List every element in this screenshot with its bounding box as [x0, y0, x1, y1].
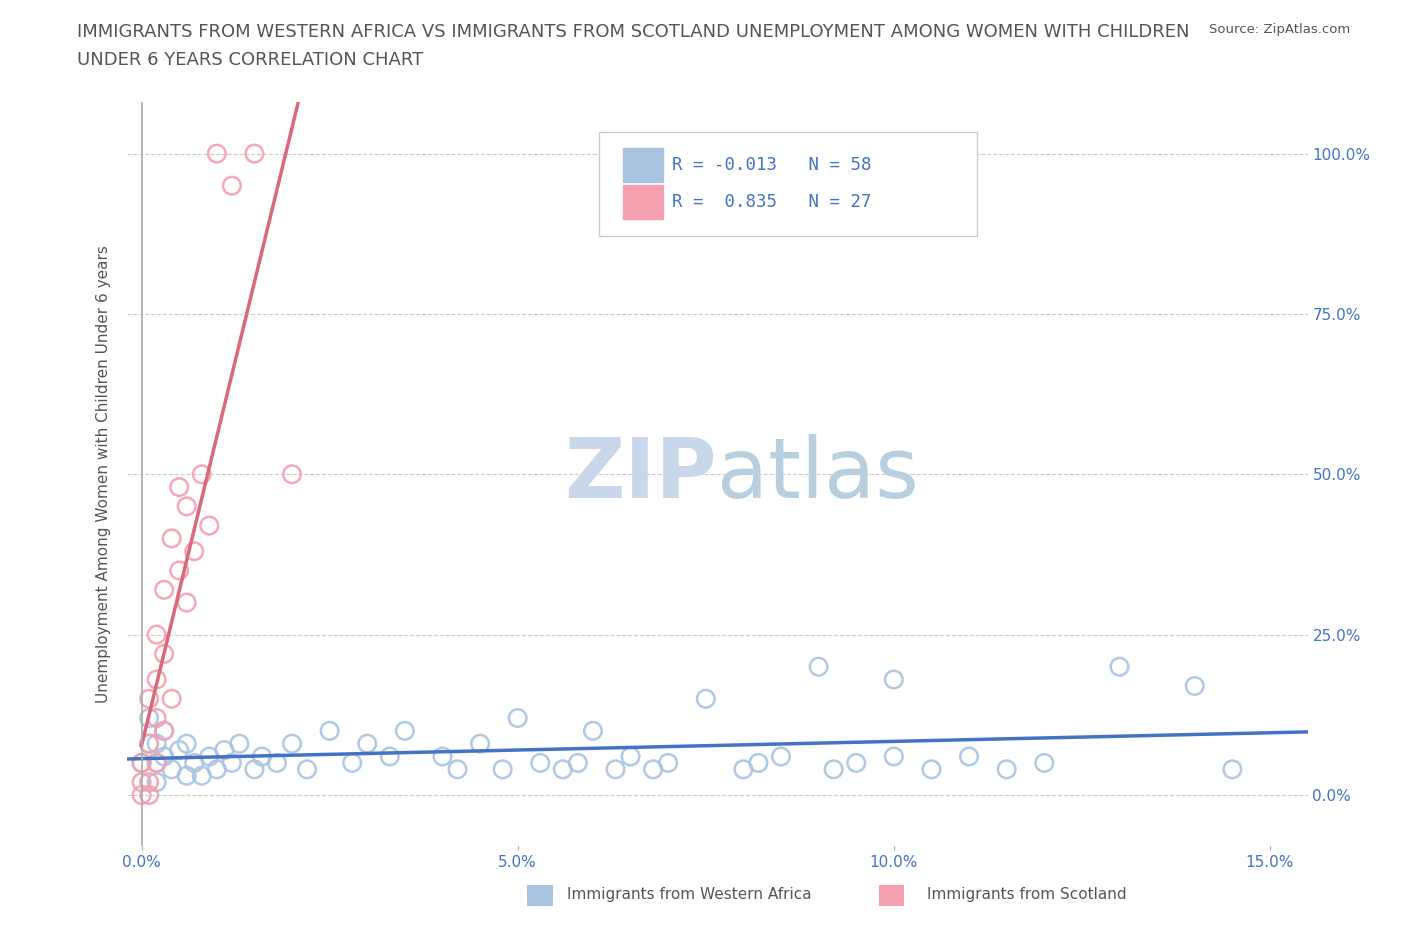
Point	[582, 724, 605, 738]
Point	[153, 724, 176, 738]
Point	[883, 749, 905, 764]
Point	[243, 146, 266, 161]
Point	[183, 755, 205, 770]
Point	[883, 672, 905, 687]
FancyBboxPatch shape	[623, 185, 662, 219]
Point	[394, 724, 416, 738]
Text: IMMIGRANTS FROM WESTERN AFRICA VS IMMIGRANTS FROM SCOTLAND UNEMPLOYMENT AMONG WO: IMMIGRANTS FROM WESTERN AFRICA VS IMMIGR…	[77, 23, 1189, 41]
Point	[145, 755, 167, 770]
Point	[1184, 679, 1206, 694]
Point	[221, 179, 243, 193]
Point	[145, 672, 167, 687]
Point	[160, 691, 183, 706]
Text: Immigrants from Scotland: Immigrants from Scotland	[927, 887, 1126, 902]
Point	[295, 762, 318, 777]
Point	[250, 749, 273, 764]
Point	[191, 467, 214, 482]
Text: R = -0.013   N = 58: R = -0.013 N = 58	[672, 156, 872, 174]
Text: atlas: atlas	[717, 433, 918, 515]
Point	[920, 762, 942, 777]
Text: Source: ZipAtlas.com: Source: ZipAtlas.com	[1209, 23, 1350, 36]
Text: ZIP: ZIP	[565, 433, 717, 515]
Point	[506, 711, 529, 725]
Point	[769, 749, 792, 764]
Point	[228, 737, 250, 751]
Point	[1033, 755, 1056, 770]
Text: R =  0.835   N = 27: R = 0.835 N = 27	[672, 193, 872, 211]
Point	[845, 755, 868, 770]
Point	[619, 749, 641, 764]
Point	[176, 498, 198, 513]
Point	[167, 563, 190, 578]
Text: UNDER 6 YEARS CORRELATION CHART: UNDER 6 YEARS CORRELATION CHART	[77, 51, 423, 69]
Point	[214, 743, 236, 758]
Point	[605, 762, 627, 777]
Point	[657, 755, 679, 770]
Point	[138, 788, 160, 803]
Point	[281, 737, 304, 751]
Point	[131, 755, 153, 770]
Point	[145, 755, 167, 770]
Point	[733, 762, 755, 777]
Point	[160, 762, 183, 777]
Point	[176, 768, 198, 783]
FancyBboxPatch shape	[623, 148, 662, 182]
Point	[823, 762, 845, 777]
FancyBboxPatch shape	[599, 132, 977, 236]
Point	[281, 467, 304, 482]
Point	[138, 711, 160, 725]
Point	[342, 755, 364, 770]
Point	[468, 737, 491, 751]
Point	[138, 737, 160, 751]
Point	[356, 737, 378, 751]
Point	[191, 768, 214, 783]
Point	[198, 749, 221, 764]
Point	[567, 755, 589, 770]
Point	[176, 595, 198, 610]
Point	[145, 627, 167, 642]
Point	[153, 646, 176, 661]
Point	[957, 749, 980, 764]
Point	[205, 762, 228, 777]
Point	[167, 743, 190, 758]
Point	[492, 762, 515, 777]
Point	[145, 775, 167, 790]
Point	[153, 724, 176, 738]
Point	[145, 737, 167, 751]
Point	[131, 775, 153, 790]
Point	[643, 762, 665, 777]
Point	[205, 146, 228, 161]
Y-axis label: Unemployment Among Women with Children Under 6 years: Unemployment Among Women with Children U…	[96, 246, 111, 703]
Point	[1108, 659, 1130, 674]
Point	[138, 775, 160, 790]
Point	[446, 762, 468, 777]
Point	[747, 755, 769, 770]
Point	[1220, 762, 1243, 777]
Point	[221, 755, 243, 770]
Point	[131, 755, 153, 770]
Point	[153, 749, 176, 764]
Point	[266, 755, 288, 770]
Point	[318, 724, 340, 738]
Point	[145, 711, 167, 725]
Point	[243, 762, 266, 777]
Point	[167, 480, 190, 495]
Point	[183, 544, 205, 559]
Point	[176, 737, 198, 751]
Point	[529, 755, 551, 770]
Point	[153, 582, 176, 597]
Point	[138, 691, 160, 706]
Text: Immigrants from Western Africa: Immigrants from Western Africa	[567, 887, 811, 902]
Point	[432, 749, 454, 764]
Point	[807, 659, 830, 674]
Point	[160, 531, 183, 546]
Point	[551, 762, 574, 777]
Point	[131, 788, 153, 803]
Point	[695, 691, 717, 706]
Point	[138, 737, 160, 751]
Point	[378, 749, 401, 764]
Point	[198, 518, 221, 533]
Point	[995, 762, 1018, 777]
